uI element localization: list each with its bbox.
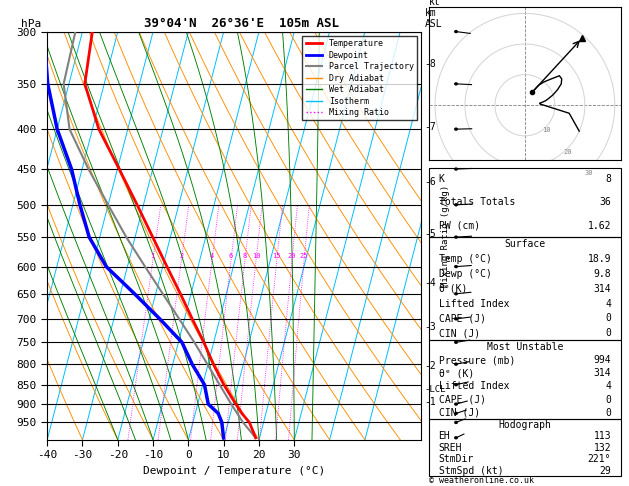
Bar — [429, 168, 621, 237]
Text: © weatheronline.co.uk: © weatheronline.co.uk — [429, 476, 534, 485]
Text: hPa: hPa — [21, 19, 41, 29]
X-axis label: Dewpoint / Temperature (°C): Dewpoint / Temperature (°C) — [143, 466, 325, 476]
Text: Dewp (°C): Dewp (°C) — [438, 269, 491, 279]
Text: 314: 314 — [594, 368, 611, 378]
Text: EH: EH — [438, 431, 450, 441]
Text: CIN (J): CIN (J) — [438, 328, 480, 338]
Text: 113: 113 — [594, 431, 611, 441]
Bar — [429, 237, 621, 341]
Text: Surface: Surface — [504, 240, 545, 249]
Text: 4: 4 — [605, 298, 611, 309]
Text: Mixing Ratio (g/kg): Mixing Ratio (g/kg) — [442, 185, 450, 287]
Text: -3: -3 — [425, 323, 437, 332]
Text: -2: -2 — [425, 361, 437, 371]
Text: 4: 4 — [605, 382, 611, 391]
Text: 18.9: 18.9 — [587, 254, 611, 264]
Text: -1: -1 — [425, 397, 437, 407]
Text: 2: 2 — [179, 253, 184, 260]
Text: CIN (J): CIN (J) — [438, 408, 480, 417]
Text: 994: 994 — [594, 355, 611, 365]
Text: -4: -4 — [425, 278, 437, 288]
Text: -LCL: -LCL — [425, 385, 446, 394]
Text: 0: 0 — [605, 408, 611, 417]
Text: 10: 10 — [252, 253, 260, 260]
Text: -8: -8 — [425, 59, 437, 69]
Text: Lifted Index: Lifted Index — [438, 382, 509, 391]
Text: PW (cm): PW (cm) — [438, 221, 480, 230]
Text: 8: 8 — [605, 174, 611, 184]
Text: 8: 8 — [243, 253, 247, 260]
Text: Lifted Index: Lifted Index — [438, 298, 509, 309]
Text: 10: 10 — [542, 127, 550, 133]
Text: 0: 0 — [605, 313, 611, 323]
Text: 132: 132 — [594, 443, 611, 453]
Text: CAPE (J): CAPE (J) — [438, 313, 486, 323]
Text: Pressure (mb): Pressure (mb) — [438, 355, 515, 365]
Text: -7: -7 — [425, 122, 437, 132]
Bar — [429, 419, 621, 476]
Text: StmSpd (kt): StmSpd (kt) — [438, 466, 503, 476]
Text: K: K — [438, 174, 445, 184]
Text: Totals Totals: Totals Totals — [438, 197, 515, 208]
Text: 6: 6 — [229, 253, 233, 260]
Title:   39°04'N  26°36'E  105m ASL: 39°04'N 26°36'E 105m ASL — [130, 17, 339, 31]
Text: kt: kt — [429, 0, 441, 6]
Text: Most Unstable: Most Unstable — [487, 342, 563, 352]
Text: 25: 25 — [300, 253, 308, 260]
Text: CAPE (J): CAPE (J) — [438, 395, 486, 404]
Text: θᵉ (K): θᵉ (K) — [438, 368, 474, 378]
Text: 36: 36 — [599, 197, 611, 208]
Text: StmDir: StmDir — [438, 454, 474, 464]
Text: 20: 20 — [563, 149, 572, 155]
Text: 0: 0 — [605, 395, 611, 404]
Text: 1: 1 — [150, 253, 155, 260]
Legend: Temperature, Dewpoint, Parcel Trajectory, Dry Adiabat, Wet Adiabat, Isotherm, Mi: Temperature, Dewpoint, Parcel Trajectory… — [303, 36, 417, 121]
Text: 1.62: 1.62 — [587, 221, 611, 230]
Text: 29: 29 — [599, 466, 611, 476]
Text: -5: -5 — [425, 229, 437, 239]
Text: 4: 4 — [210, 253, 214, 260]
Text: -6: -6 — [425, 177, 437, 188]
Text: 0: 0 — [605, 328, 611, 338]
Text: 314: 314 — [594, 284, 611, 294]
Text: 30: 30 — [584, 171, 593, 176]
Text: km
ASL: km ASL — [425, 8, 442, 29]
Text: SREH: SREH — [438, 443, 462, 453]
Text: θᵉ(K): θᵉ(K) — [438, 284, 468, 294]
Text: Hodograph: Hodograph — [498, 420, 552, 430]
Bar — [429, 341, 621, 419]
Text: 15: 15 — [272, 253, 281, 260]
Text: 9.8: 9.8 — [594, 269, 611, 279]
Text: 221°: 221° — [587, 454, 611, 464]
Text: Temp (°C): Temp (°C) — [438, 254, 491, 264]
Text: 20: 20 — [287, 253, 296, 260]
